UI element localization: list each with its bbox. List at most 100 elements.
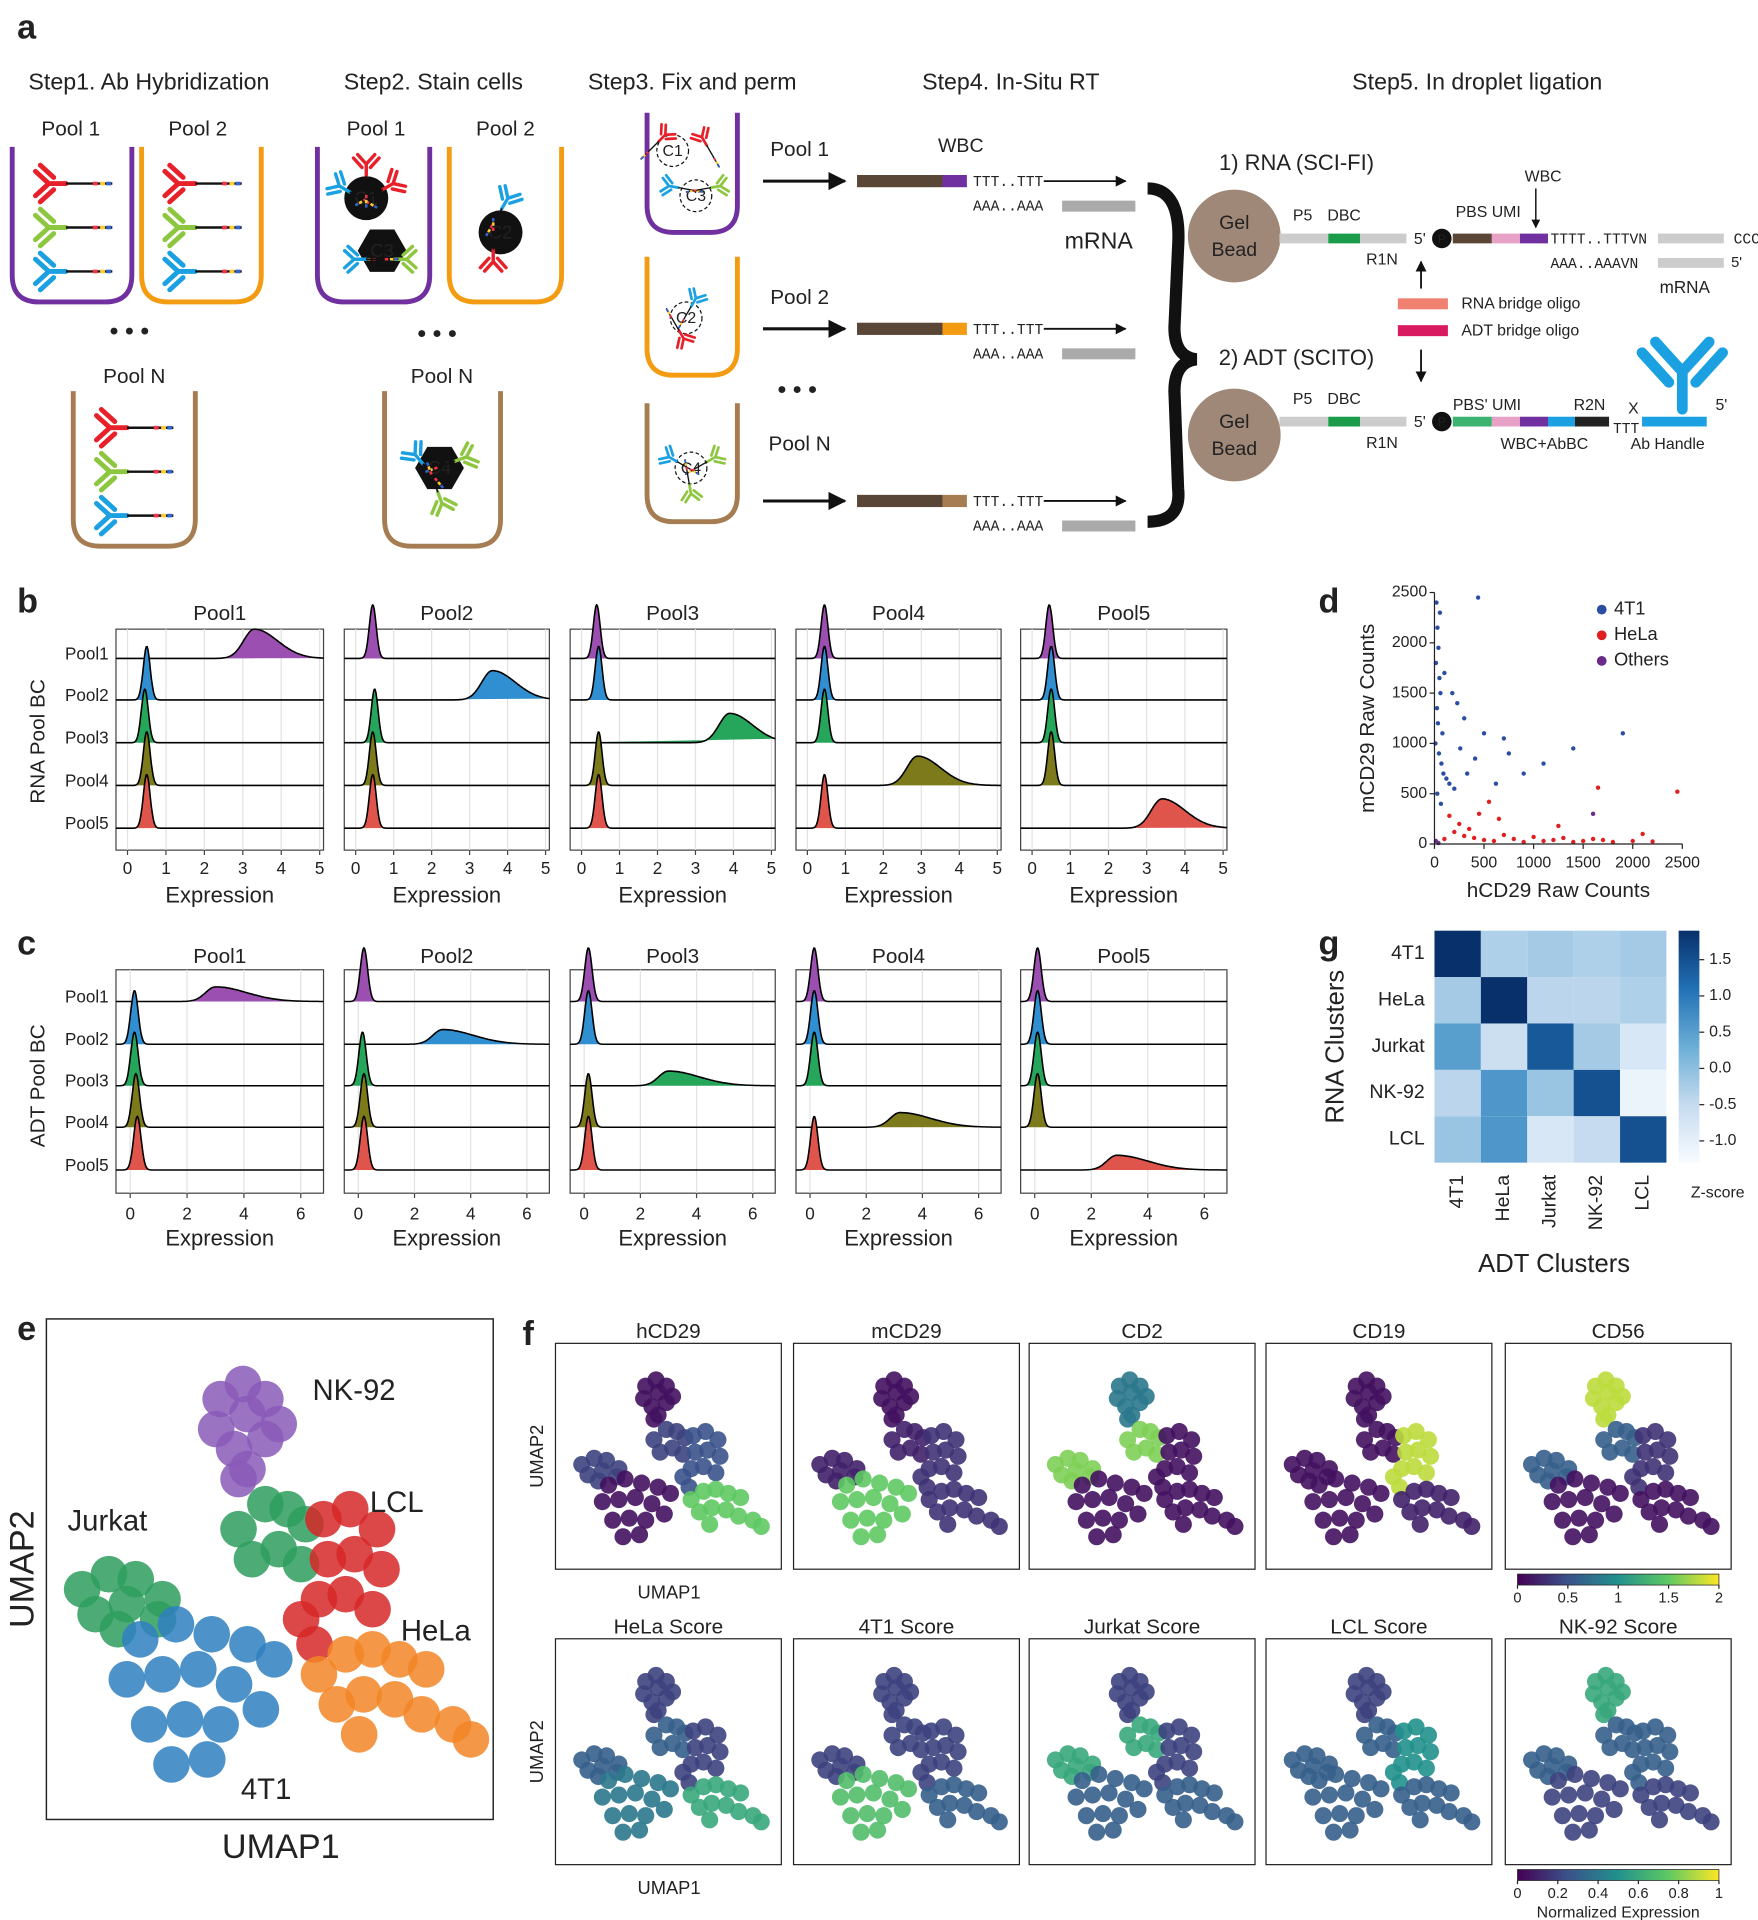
barcode-seg bbox=[681, 318, 685, 323]
colorbar-tick-label: -0.5 bbox=[1709, 1096, 1737, 1113]
scatter-point bbox=[1436, 751, 1442, 756]
brace bbox=[1147, 182, 1198, 528]
cell-point bbox=[403, 1696, 441, 1733]
cell-point bbox=[939, 1515, 957, 1533]
scatter-point bbox=[1496, 816, 1502, 822]
antibody-arm bbox=[94, 450, 130, 493]
density-ridge bbox=[344, 1115, 550, 1171]
cell-point bbox=[703, 1499, 721, 1517]
cell bbox=[357, 229, 407, 272]
scatter-point bbox=[1630, 838, 1635, 844]
scatter-point bbox=[1640, 831, 1645, 837]
colorbar-tick-label: 0 bbox=[1513, 1590, 1521, 1606]
scatter-point bbox=[1471, 835, 1477, 841]
cell-point bbox=[893, 1800, 911, 1819]
cell-point bbox=[626, 1784, 644, 1802]
density-ridge bbox=[570, 603, 776, 660]
label: PBS UMI bbox=[1456, 204, 1521, 221]
colorbar bbox=[1678, 930, 1700, 1163]
cell-point bbox=[1174, 1515, 1192, 1533]
facet-title: Pool5 bbox=[1097, 602, 1150, 625]
cell-point bbox=[345, 1676, 382, 1713]
x-tick-label: 2 bbox=[653, 859, 663, 878]
cell-point bbox=[1185, 1743, 1203, 1761]
cell-point bbox=[1442, 1784, 1460, 1802]
colorbar-tick-label: 0.5 bbox=[1558, 1590, 1578, 1606]
cell-label: C3 bbox=[370, 240, 393, 261]
antibody-arm bbox=[94, 406, 130, 449]
cell-point bbox=[1084, 1786, 1102, 1804]
y-tick-label: 1500 bbox=[1392, 684, 1427, 701]
cell-point bbox=[1129, 1505, 1147, 1523]
cell-point bbox=[831, 1493, 849, 1511]
cell-point bbox=[1104, 1526, 1122, 1544]
x-tick-label: 3 bbox=[238, 859, 248, 878]
cell-point bbox=[875, 1807, 893, 1825]
legend-marker bbox=[1596, 604, 1607, 615]
label: AAA..AAAVN bbox=[1550, 257, 1638, 273]
barcode-seg bbox=[716, 163, 720, 168]
cell-point bbox=[614, 1823, 632, 1841]
cell-point bbox=[1570, 1509, 1588, 1527]
antibody bbox=[689, 126, 721, 168]
cell-point bbox=[682, 1491, 700, 1509]
x-tick-label: 5 bbox=[541, 859, 551, 878]
cell-point bbox=[166, 1701, 204, 1738]
cell-point bbox=[893, 1505, 911, 1523]
barcode-seg bbox=[713, 157, 717, 161]
cell-point bbox=[1110, 1511, 1128, 1529]
barcode-seg bbox=[640, 156, 644, 160]
adapter bbox=[1279, 416, 1329, 427]
y-tick-label: 500 bbox=[1401, 785, 1428, 802]
antibody-arm bbox=[478, 248, 508, 273]
cell-point bbox=[935, 1718, 953, 1736]
scatter-point bbox=[1435, 791, 1440, 796]
sequence: AAA..AAA bbox=[973, 519, 1044, 535]
cell-point bbox=[920, 1786, 938, 1804]
colorbar-tick-label: 0.6 bbox=[1628, 1886, 1648, 1902]
ellipsis: • • • bbox=[417, 320, 456, 347]
panel-title: LCL Score bbox=[1330, 1615, 1427, 1638]
cell-point bbox=[1135, 1780, 1153, 1798]
cell-point bbox=[871, 1474, 889, 1492]
x-tick-label: 6 bbox=[522, 1205, 532, 1224]
cell-point bbox=[1343, 1474, 1361, 1492]
x-tick-label: 5 bbox=[767, 859, 777, 878]
antibody-arm bbox=[689, 126, 710, 147]
tube bbox=[382, 391, 503, 549]
cell-point bbox=[1174, 1811, 1192, 1829]
cell-point bbox=[1661, 1447, 1679, 1465]
label: 5' bbox=[1731, 255, 1742, 271]
x-tick-label: HeLa bbox=[1492, 1175, 1514, 1222]
cell-point bbox=[1366, 1800, 1384, 1819]
panel-label: c bbox=[17, 924, 36, 962]
x-tick-label: 4 bbox=[918, 1205, 928, 1224]
cell-point bbox=[331, 1490, 369, 1528]
cell-point bbox=[1353, 1790, 1371, 1808]
cell-point bbox=[1632, 1786, 1650, 1804]
scatter-point bbox=[1458, 746, 1463, 751]
antibody-arm bbox=[32, 250, 69, 293]
barcode-seg bbox=[642, 153, 647, 158]
density-ridge bbox=[795, 1115, 1002, 1171]
cell-point bbox=[1566, 1765, 1584, 1783]
density-ridge bbox=[115, 731, 324, 787]
x-axis-title: Expression bbox=[844, 1225, 953, 1250]
x-tick-label: 1 bbox=[161, 859, 171, 878]
cell-point bbox=[1077, 1807, 1095, 1825]
bead-label: Gel bbox=[1219, 411, 1249, 433]
cell-point bbox=[711, 1743, 729, 1761]
colorbar-tick-label: 0.2 bbox=[1548, 1886, 1568, 1902]
cell-point bbox=[947, 1726, 965, 1744]
cell-point bbox=[1543, 1788, 1561, 1806]
cell-point bbox=[1304, 1788, 1322, 1806]
cell-point bbox=[1117, 1495, 1135, 1513]
sequence: TTT..TTT bbox=[973, 323, 1044, 339]
x-tick-label: 6 bbox=[1200, 1205, 1210, 1224]
x-tick-label: 1 bbox=[389, 859, 399, 878]
panel-label: a bbox=[17, 9, 37, 47]
scatter-point bbox=[1481, 837, 1487, 843]
cell-point bbox=[1553, 1511, 1572, 1529]
oligo-seg bbox=[1452, 416, 1492, 427]
cell-point bbox=[1205, 1784, 1223, 1802]
